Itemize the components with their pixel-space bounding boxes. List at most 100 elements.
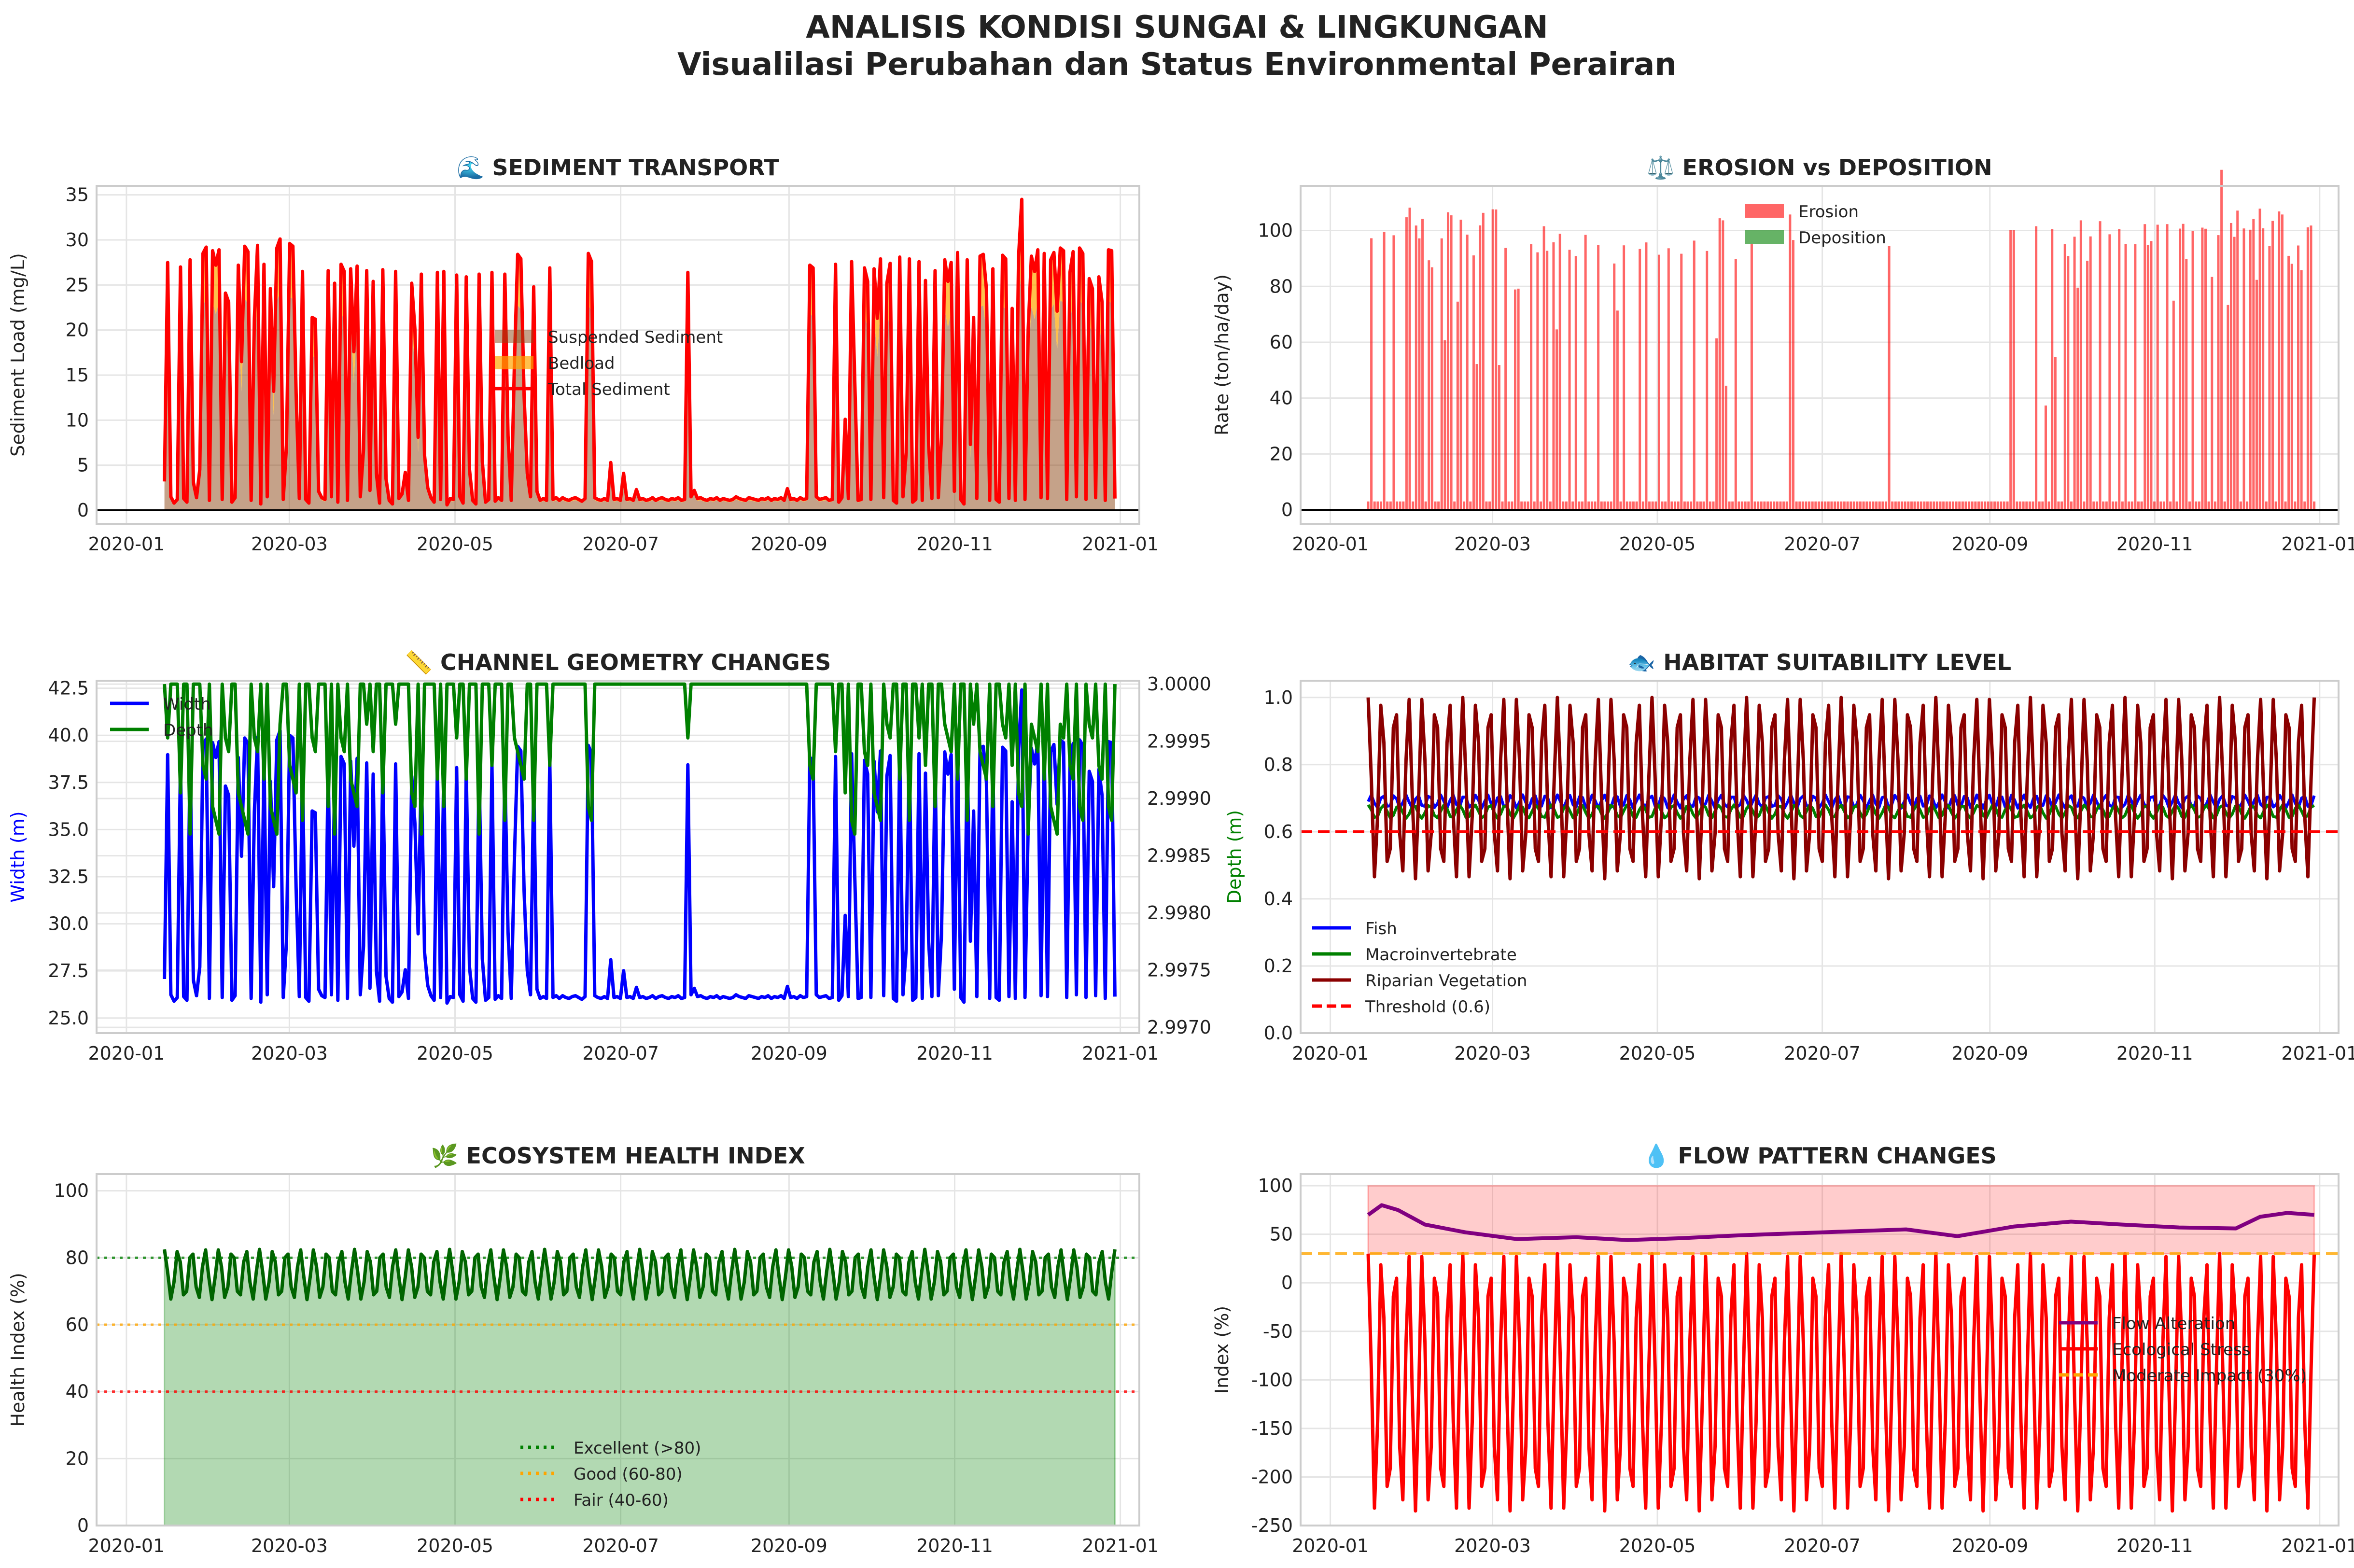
erosion-bar: [1955, 502, 1958, 510]
x-tick-label: 2020-01: [1292, 1535, 1369, 1556]
legend-label: Moderate Impact (30%): [2112, 1366, 2307, 1386]
erosion-bar: [1565, 502, 1568, 510]
erosion-bar: [2192, 231, 2194, 510]
erosion-bar: [2275, 502, 2277, 510]
x-tick-label: 2020-03: [1454, 1043, 1531, 1064]
erosion-bar: [1971, 502, 1974, 510]
erosion-bar: [1920, 502, 1922, 510]
erosion-bar: [1917, 502, 1919, 510]
erosion-bar: [1744, 502, 1747, 510]
erosion-bar: [1383, 232, 1386, 510]
erosion-bar: [1981, 502, 1983, 510]
erosion-bar: [2281, 214, 2284, 510]
erosion-bar: [1376, 502, 1379, 510]
y-tick-label: 32.5: [48, 866, 89, 887]
erosion-bar: [2025, 502, 2028, 510]
erosion-bar: [1821, 502, 1823, 510]
erosion-bar: [1706, 251, 1708, 510]
x-tick-label: 2020-03: [251, 533, 328, 555]
y-tick-label: 0.4: [1264, 888, 1293, 910]
y-axis-label-right: Depth (m): [1224, 810, 1245, 904]
erosion-bar: [1763, 502, 1766, 510]
erosion-bar: [1552, 242, 1555, 510]
y-tick-label: 25: [66, 274, 89, 295]
y-tick-label: 100: [54, 1180, 89, 1202]
erosion-bar: [2310, 225, 2312, 510]
erosion-bar: [2013, 230, 2015, 510]
legend-label: Flow Alteration: [2112, 1314, 2235, 1333]
x-tick-label: 2021-01: [1082, 533, 1159, 555]
erosion-bar: [1530, 244, 1532, 510]
x-tick-label: 2021-01: [2281, 1535, 2354, 1556]
y-tick-label: 100: [1258, 220, 1293, 241]
erosion-bar: [1687, 502, 1689, 510]
y-axis-label: Health Index (%): [7, 1273, 28, 1427]
erosion-bar: [1434, 502, 1437, 510]
erosion-bar: [1881, 502, 1884, 510]
x-tick-label: 2020-07: [1784, 533, 1861, 555]
erosion-bar: [1897, 502, 1900, 510]
erosion-bar: [2115, 502, 2117, 510]
legend-label: Ecological Stress: [2112, 1340, 2251, 1359]
erosion-bar: [2080, 220, 2082, 510]
panel-title: 🌿 ECOSYSTEM HEALTH INDEX: [431, 1143, 805, 1169]
erosion-bar: [2060, 502, 2063, 510]
panel-habitat: 2020-01 2020-03 2020-05 2020-07 2020-09 2020-…: [1264, 649, 2354, 1064]
erosion-bar: [2313, 502, 2315, 510]
erosion-bar: [1837, 502, 1839, 510]
erosion-bar: [2233, 237, 2236, 510]
panel-title: ⚖️ EROSION vs DEPOSITION: [1647, 154, 1992, 181]
erosion-bar: [2198, 502, 2200, 510]
erosion-bar: [1549, 502, 1552, 510]
erosion-bar: [1428, 260, 1430, 510]
erosion-bar: [1907, 502, 1909, 510]
erosion-bar: [2057, 502, 2060, 510]
x-tick-label: 2020-03: [1454, 1535, 1531, 1556]
erosion-bar: [1946, 502, 1948, 510]
figure-subtitle: Visualilasi Perubahan dan Status Environ…: [677, 47, 1677, 83]
panel-title: 💧 FLOW PATTERN CHANGES: [1642, 1143, 1997, 1169]
erosion-bar: [1607, 502, 1609, 510]
erosion-bar: [2262, 228, 2264, 510]
erosion-bar: [2045, 406, 2047, 510]
y-tick-label: 30.0: [48, 913, 89, 935]
erosion-bar: [1731, 502, 1734, 510]
erosion-bar: [1555, 329, 1558, 510]
erosion-bar: [2175, 502, 2178, 510]
erosion-bar: [2099, 221, 2102, 510]
erosion-bar: [1674, 502, 1676, 510]
erosion-bar: [1667, 248, 1670, 510]
erosion-bar: [2141, 502, 2143, 510]
y-tick-label-right: 2.9980: [1147, 902, 1211, 924]
erosion-bar: [2003, 502, 2005, 510]
erosion-bar: [2252, 219, 2255, 510]
erosion-bar: [1923, 502, 1925, 510]
erosion-bar: [2083, 502, 2085, 510]
x-tick-label: 2020-01: [1292, 533, 1369, 555]
erosion-bar: [1948, 502, 1951, 510]
erosion-bar: [2038, 502, 2041, 510]
y-tick-label-right: 2.9995: [1147, 731, 1211, 752]
erosion-bar: [1415, 225, 1417, 510]
erosion-bar: [2092, 502, 2095, 510]
x-tick-label: 2020-01: [88, 1535, 165, 1556]
erosion-bar: [2249, 230, 2252, 510]
erosion-bar: [1690, 502, 1692, 510]
legend-swatch: [1745, 230, 1784, 244]
x-tick-label: 2020-01: [88, 533, 165, 555]
erosion-bar: [2259, 209, 2261, 510]
x-tick-label: 2020-07: [582, 1043, 659, 1064]
x-tick-label: 2021-01: [1082, 1535, 1159, 1556]
erosion-bar: [2016, 502, 2018, 510]
y-tick-label: 100: [1258, 1175, 1293, 1196]
erosion-bar: [1853, 502, 1855, 510]
y-tick-label: 0.8: [1264, 754, 1293, 775]
erosion-bar: [1405, 217, 1408, 510]
erosion-bar: [2067, 256, 2069, 510]
erosion-bar: [1757, 502, 1759, 510]
y-axis-label: Width (m): [7, 811, 28, 902]
erosion-bar: [2163, 502, 2165, 510]
y-tick-label-right: 2.9975: [1147, 960, 1211, 981]
erosion-bar: [1795, 502, 1798, 510]
erosion-bar: [2271, 221, 2274, 510]
